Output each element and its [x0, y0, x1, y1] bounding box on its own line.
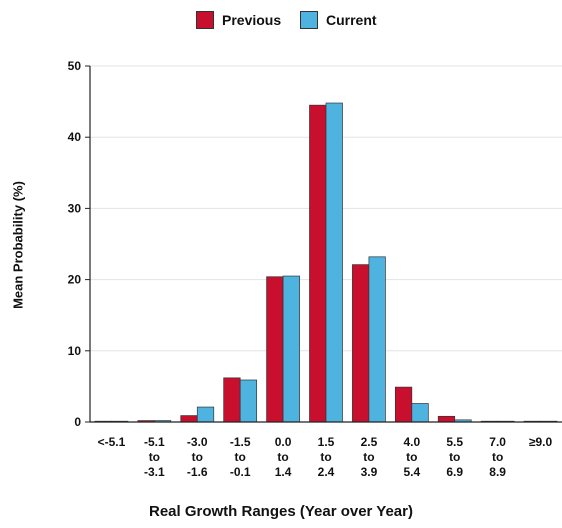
- x-tick-label: ≥9.0: [529, 435, 553, 449]
- x-tick-label-line: -3.1: [144, 465, 165, 479]
- legend-swatch-previous: [196, 11, 214, 29]
- x-tick-label-line: -3.0: [187, 435, 208, 449]
- x-tick-label-line: 4.0: [403, 435, 420, 449]
- bar-previous: [266, 276, 284, 423]
- x-tick-label-line: 8.9: [489, 465, 506, 479]
- x-tick-label-line: to: [235, 450, 246, 464]
- y-tick-label: 30: [68, 201, 82, 215]
- x-tick-label-line: -5.1: [144, 435, 165, 449]
- x-tick-label-line: to: [277, 450, 288, 464]
- x-tick-label-line: to: [320, 450, 331, 464]
- x-tick-label-line: to: [492, 450, 503, 464]
- chart-legend: Previous Current: [0, 9, 562, 31]
- x-tick-label-line: to: [449, 450, 460, 464]
- y-tick-label: 50: [68, 59, 82, 73]
- x-tick-label-line: 2.5: [361, 435, 378, 449]
- x-tick-label-line: 1.5: [318, 435, 335, 449]
- bar-previous: [352, 264, 370, 423]
- y-tick-label: 20: [68, 273, 82, 287]
- bar-current: [239, 379, 258, 423]
- bar-previous: [223, 377, 241, 423]
- bar-current: [411, 403, 429, 423]
- x-tick-label: 0.0 to 1.4: [275, 435, 292, 479]
- x-tick-label-line: <-5.1: [98, 435, 126, 449]
- x-axis-title: Real Growth Ranges (Year over Year): [148, 503, 413, 520]
- x-tick-label: 7.0 to 8.9: [489, 435, 506, 479]
- x-tick-label: -3.0 to -1.6: [187, 435, 208, 479]
- x-tick-label-line: 3.9: [361, 465, 378, 479]
- x-tick-label: 5.5 to 6.9: [446, 435, 463, 479]
- x-tick-label-line: to: [406, 450, 417, 464]
- x-tick-label: 2.5 to 3.9: [361, 435, 378, 479]
- x-tick-label: 1.5 to 2.4: [318, 435, 335, 479]
- legend-item-previous: Previous: [196, 9, 281, 31]
- bar-current: [368, 256, 386, 423]
- x-tick-label-line: -1.5: [230, 435, 251, 449]
- bar-previous: [309, 104, 327, 423]
- x-tick-label-line: ≥9.0: [529, 435, 553, 449]
- bar-current: [282, 275, 300, 423]
- x-tick-label: 4.0 to 5.4: [403, 435, 420, 479]
- x-tick-label: -1.5 to -0.1: [230, 435, 251, 479]
- x-tick-label-line: to: [192, 450, 203, 464]
- legend-item-current: Current: [300, 9, 377, 31]
- legend-swatch-current: [300, 11, 318, 29]
- x-tick-label-line: -0.1: [230, 465, 251, 479]
- y-tick-label: 0: [74, 415, 81, 429]
- x-tick-label: -5.1 to -3.1: [144, 435, 165, 479]
- y-tick-label: 10: [68, 344, 82, 358]
- x-tick-label: <-5.1: [98, 435, 126, 449]
- bar-current: [325, 102, 343, 423]
- x-tick-label-line: -1.6: [187, 465, 208, 479]
- bar-previous: [394, 386, 413, 423]
- x-tick-label-line: 5.5: [446, 435, 463, 449]
- x-tick-label-line: 7.0: [489, 435, 506, 449]
- x-tick-label-line: 0.0: [275, 435, 292, 449]
- bar-previous: [437, 415, 456, 423]
- bar-current: [196, 406, 215, 423]
- x-tick-label-line: 6.9: [446, 465, 463, 479]
- x-tick-label-line: 1.4: [275, 465, 292, 479]
- x-tick-label-line: 5.4: [403, 465, 420, 479]
- legend-label-current: Current: [326, 12, 377, 28]
- legend-label-previous: Previous: [222, 12, 282, 28]
- bar-previous: [180, 415, 198, 423]
- y-tick-label: 40: [68, 130, 82, 144]
- x-tick-label-line: to: [363, 450, 374, 464]
- x-tick-label-line: to: [149, 450, 160, 464]
- y-axis-title: Mean Probability (%): [10, 181, 26, 309]
- x-tick-label-line: 2.4: [318, 465, 335, 479]
